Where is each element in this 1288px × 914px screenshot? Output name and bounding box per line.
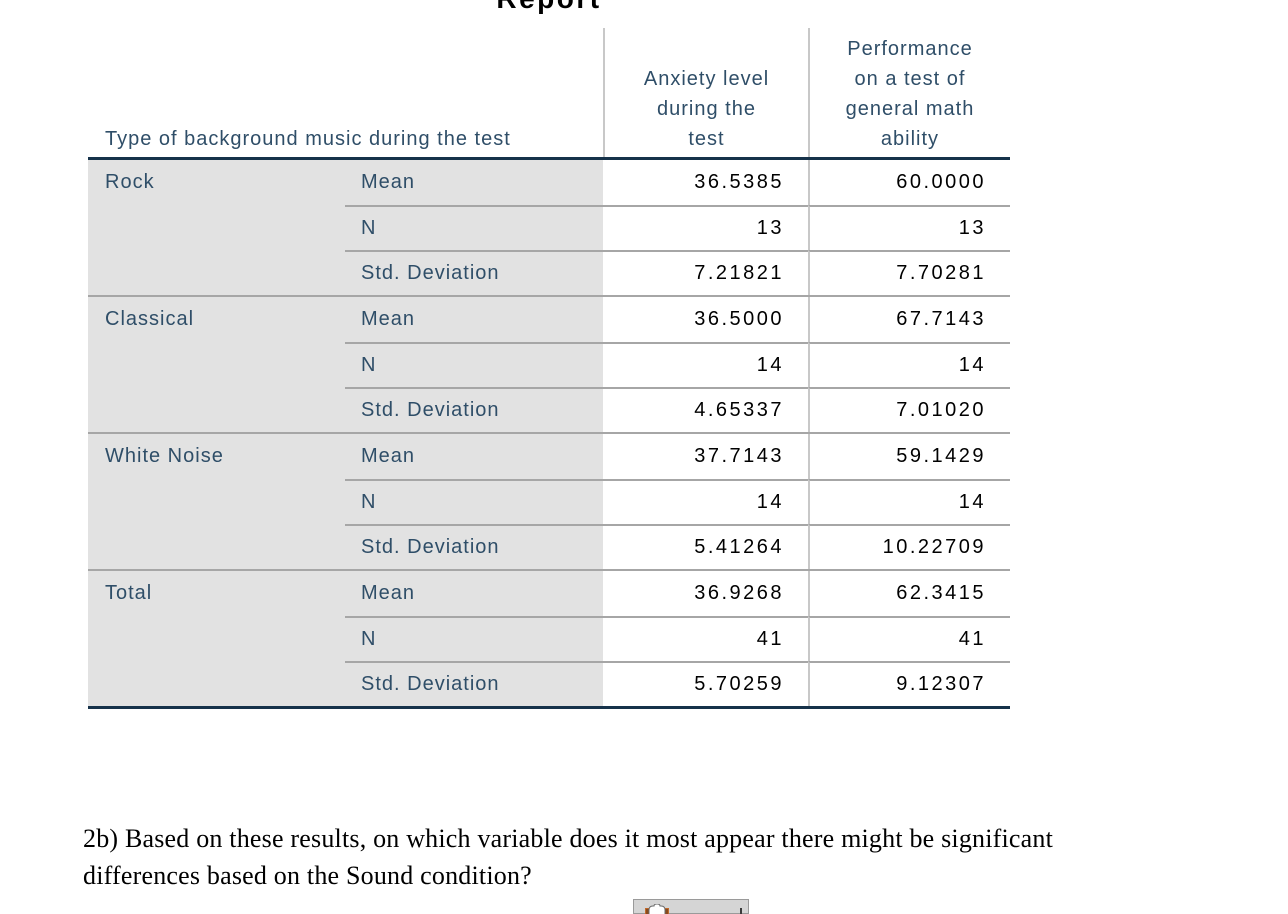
- cell-value: 59.1429: [808, 434, 1010, 479]
- plugin-placeholder-icon: [645, 903, 669, 914]
- cell-value: 36.5000: [694, 308, 784, 330]
- column-header-performance: Performance on a test of general math ab…: [808, 28, 1010, 157]
- table-header-row: Type of background music during the test…: [88, 28, 1010, 160]
- cell-value: 37.7143: [694, 445, 784, 467]
- group-label: Total: [88, 571, 345, 706]
- stat-label: Mean: [345, 434, 603, 479]
- cell-value: 60.0000: [808, 160, 1010, 205]
- cell-value: 7.21821: [603, 250, 808, 295]
- cell-value: 5.41264: [603, 524, 808, 569]
- table-group-white-noise: White Noise Mean 37.7143 59.1429 N 14 14…: [88, 432, 1010, 569]
- cell-value: 5.70259: [603, 661, 808, 706]
- table-group-total: Total Mean 36.9268 62.3415 N 41 41 Std. …: [88, 569, 1010, 706]
- cell-value: 7.01020: [808, 387, 1010, 432]
- cell-value: 13: [603, 205, 808, 250]
- stat-label: Std. Deviation: [345, 250, 603, 295]
- column-header-anxiety: Anxiety level during the test: [603, 28, 808, 157]
- table-body: Rock Mean 36.5385 60.0000 N 13 13 Std. D…: [88, 160, 1010, 709]
- cell-value: 14: [603, 342, 808, 387]
- stat-label: Mean: [345, 297, 603, 342]
- stat-label: N: [345, 342, 603, 387]
- stat-label: Mean: [345, 160, 603, 205]
- cell-value: 36.9268: [694, 582, 784, 604]
- cell-value: 67.7143: [808, 297, 1010, 342]
- cell-value: 9.12307: [808, 661, 1010, 706]
- stat-label: N: [345, 205, 603, 250]
- group-label: White Noise: [88, 434, 345, 569]
- cell-value: 7.70281: [808, 250, 1010, 295]
- stat-label: Std. Deviation: [345, 661, 603, 706]
- group-label: Rock: [88, 160, 345, 295]
- spss-report-table: Type of background music during the test…: [88, 28, 1010, 709]
- clipped-text-fragment: [740, 908, 742, 914]
- embedded-object-placeholder[interactable]: [633, 899, 749, 914]
- cell-value: 41: [603, 616, 808, 661]
- stat-label: Std. Deviation: [345, 387, 603, 432]
- stat-label: N: [345, 616, 603, 661]
- question-text: 2b) Based on these results, on which var…: [83, 824, 1054, 890]
- group-label: Classical: [88, 297, 345, 432]
- cell-value: 36.5385: [694, 171, 784, 193]
- row-dimension-header: Type of background music during the test: [105, 128, 511, 150]
- cell-value: 14: [808, 342, 1010, 387]
- cell-value: 14: [603, 479, 808, 524]
- stat-label: Mean: [345, 571, 603, 616]
- stat-label: Std. Deviation: [345, 524, 603, 569]
- table-group-rock: Rock Mean 36.5385 60.0000 N 13 13 Std. D…: [88, 160, 1010, 295]
- cell-value: 13: [808, 205, 1010, 250]
- table-group-classical: Classical Mean 36.5000 67.7143 N 14 14 S…: [88, 295, 1010, 432]
- cell-value: 14: [808, 479, 1010, 524]
- cell-value: 41: [808, 616, 1010, 661]
- cell-value: 4.65337: [603, 387, 808, 432]
- report-title: Report: [0, 0, 1098, 15]
- stat-label: N: [345, 479, 603, 524]
- cell-value: 10.22709: [808, 524, 1010, 569]
- cell-value: 62.3415: [808, 571, 1010, 616]
